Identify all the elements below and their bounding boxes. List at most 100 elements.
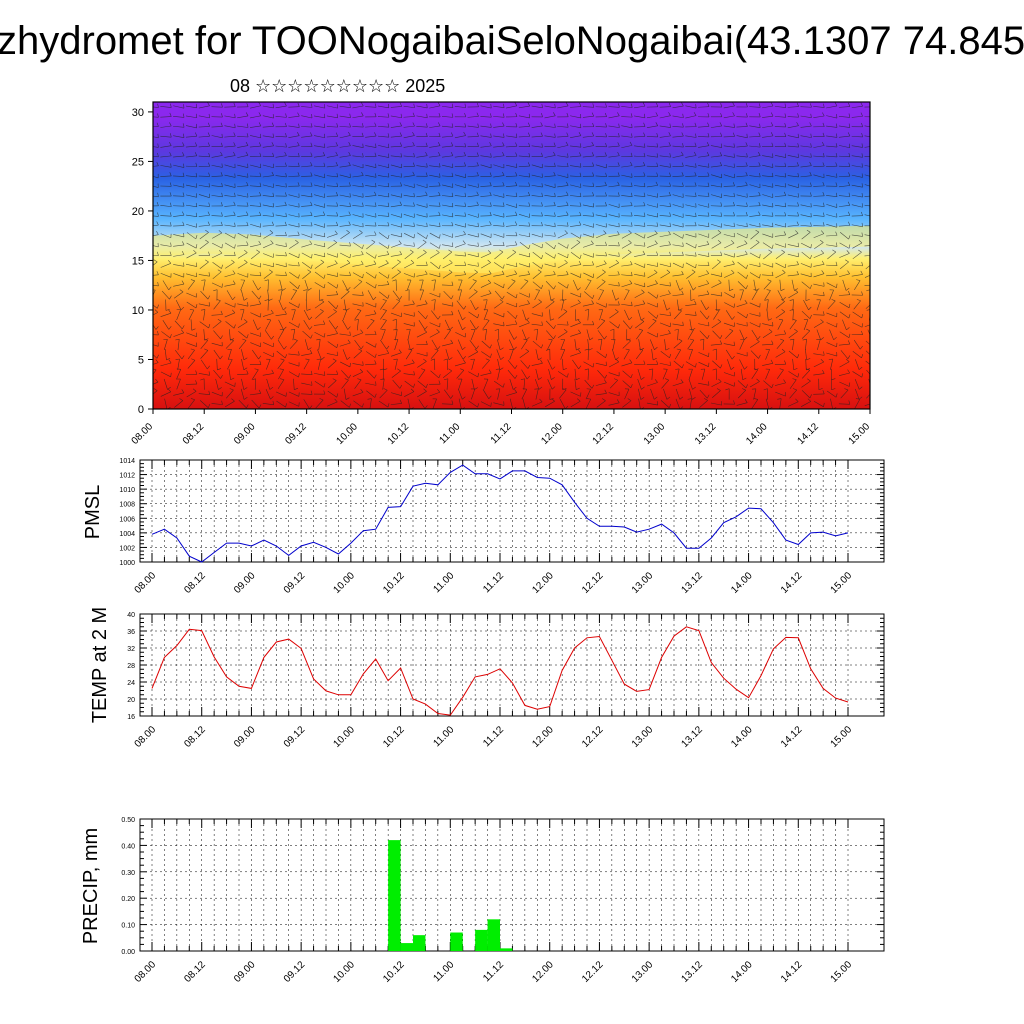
wind-barb-929 [366,241,376,250]
wind-barb-643 [352,294,364,296]
wind-barb-flag-700 [358,279,363,282]
wind-barb-657 [534,290,540,301]
wind-barb-934 [429,242,440,249]
wind-barb-flag-17 [367,398,372,400]
wind-barb-1632 [608,125,620,128]
wind-barb-flag-302 [374,353,377,358]
wind-barb-flag-789 [771,271,774,276]
wind-barb-flag-551 [640,317,645,321]
wind-barb-flag-903 [768,249,773,253]
wind-barb-272 [712,360,721,369]
wind-barb-101 [712,390,721,398]
wind-barb-381 [649,339,655,350]
wind-barb-flag-1499 [375,143,377,148]
wind-barb-flag-854 [871,260,874,262]
wind-barb-flag-468 [309,326,313,330]
wind-barb-flag-1469 [719,152,723,156]
wind-barb-flag-1206 [272,192,274,197]
wind-barb-flag-155 [680,379,684,383]
wind-barb-flag-0 [149,399,153,400]
wind-barb-flag-1554 [348,131,351,136]
wind-barb-flag-1448 [450,152,454,156]
wind-barb-flag-358 [360,345,364,350]
wind-barb-295 [276,350,286,359]
wind-barb-flag-1533 [810,143,812,148]
wind-barb-flag-436 [626,338,631,341]
wind-barb-253 [471,359,475,370]
wind-barb-flag-1634 [643,122,646,127]
wind-barb-1270 [352,185,364,188]
wind-barb-803 [212,261,222,269]
wind-barb-1244 [749,195,761,197]
wind-barb-59 [173,392,185,396]
wind-barb-flag-1048 [439,222,441,227]
wind-barb-flag-225 [847,369,850,374]
wind-barb-962 [787,244,799,248]
wind-barb-764 [442,272,453,279]
wind-barb-flag-1205 [259,191,262,196]
wind-barb-1285 [544,184,556,188]
wind-barb-967 [852,242,863,249]
wind-barb-775 [583,272,594,278]
wind-barb-603 [570,302,581,308]
wind-barb-flag-1743 [579,102,582,107]
wind-barb-flag-1030 [207,221,210,226]
wind-barb-746 [212,271,222,280]
wind-barb-flag-621 [808,306,812,311]
wind-barb-flag-456 [155,326,159,330]
wind-barb-1167 [493,205,505,207]
wind-barb-flag-1674 [426,113,428,118]
wind-barb-flag-99 [692,396,696,400]
wind-barb-876 [417,252,427,259]
wind-barb-flag-991 [439,234,441,239]
wind-barb-286 [164,349,167,361]
wind-barb-flag-1734 [464,103,467,108]
wind-barb-flag-1162 [438,202,441,207]
wind-barb-flag-1436 [297,152,300,157]
wind-barb-758 [365,272,376,279]
wind-barb-1327 [352,175,364,178]
wind-barb-866 [288,252,299,259]
wind-barb-639 [305,289,308,301]
wind-barb-1496 [326,145,338,148]
wind-barb-1661 [249,115,261,119]
wind-barb-1424 [864,165,870,167]
wind-barb-714 [532,281,542,289]
wind-barb-flag-411 [310,334,313,339]
wind-barb-flag-1316 [220,172,223,177]
wind-barb-841 [698,264,710,266]
wind-barb-flag-475 [392,319,397,321]
wind-barb-flag-1098 [348,211,351,216]
wind-barb-512 [864,324,870,328]
wind-barb-flag-34 [586,398,591,400]
wind-barb-898 [698,254,710,257]
wind-barb-flag-562 [781,309,786,312]
wind-barb-flag-1292 [643,182,646,187]
wind-barb-flag-384 [689,338,694,341]
wind-barb-flag-480 [462,326,466,331]
wind-barb-flag-707 [451,281,454,286]
wind-barb-flag-1239 [694,192,697,197]
wind-barb-flag-1432 [245,151,249,156]
wind-barb-541 [507,310,516,319]
wind-barb-flag-1338 [502,171,505,176]
wind-barb-227 [866,369,870,375]
wind-barb-1411 [698,165,710,168]
wind-barb-239 [288,362,300,367]
wind-barb-flag-401 [180,329,184,333]
wind-barb-flag-178 [246,370,249,375]
wind-barb-309 [457,349,464,360]
wind-barb-672 [724,292,735,299]
wind-barb-flag-768 [501,270,505,275]
wind-barb-806 [250,263,261,268]
wind-barb-flag-215 [712,368,717,371]
wind-barb-flag-1405 [630,161,633,166]
wind-barb-flag-1113 [541,212,543,217]
wind-barb-flag-1459 [591,152,595,157]
wind-barb-715 [545,281,554,290]
wind-barb-577 [237,303,249,307]
wind-barb-flag-552 [656,314,659,319]
wind-barb-727 [698,283,709,288]
wind-barb-1241 [710,194,722,198]
wind-barb-1703 [787,116,799,118]
